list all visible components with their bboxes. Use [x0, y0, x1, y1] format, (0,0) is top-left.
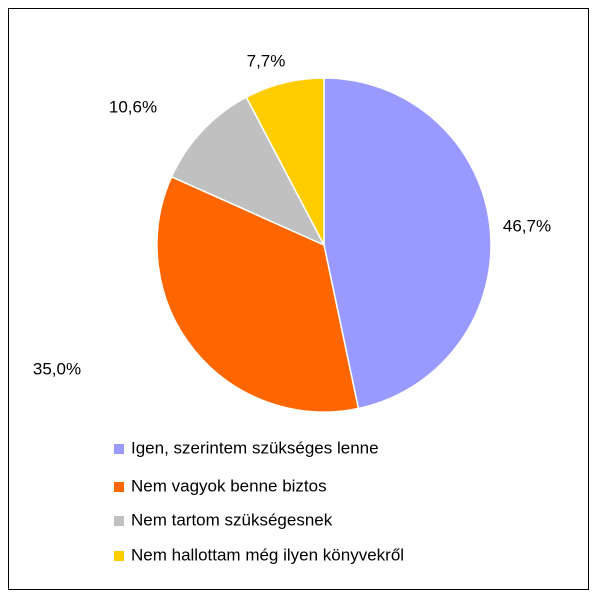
pie-slice	[323, 77, 492, 410]
legend-label: Nem hallottam még ilyen könyvekről	[131, 545, 404, 564]
legend-swatch	[114, 516, 124, 526]
data-label: 46,7%	[503, 216, 551, 235]
pie-slice	[245, 77, 325, 246]
legend-swatch	[114, 444, 124, 454]
legend-label: Nem tartom szükségesnek	[131, 510, 333, 529]
legend-swatch	[114, 482, 124, 492]
data-label: 10,6%	[109, 97, 157, 116]
data-label: 35,0%	[33, 359, 81, 378]
pie-slice	[156, 175, 360, 413]
legend-label: Nem vagyok benne biztos	[131, 476, 327, 495]
data-label: 7,7%	[247, 51, 286, 70]
legend-swatch	[114, 551, 124, 561]
legend-label: Igen, szerintem szükséges lenne	[131, 438, 379, 457]
pie-slice	[170, 96, 326, 247]
